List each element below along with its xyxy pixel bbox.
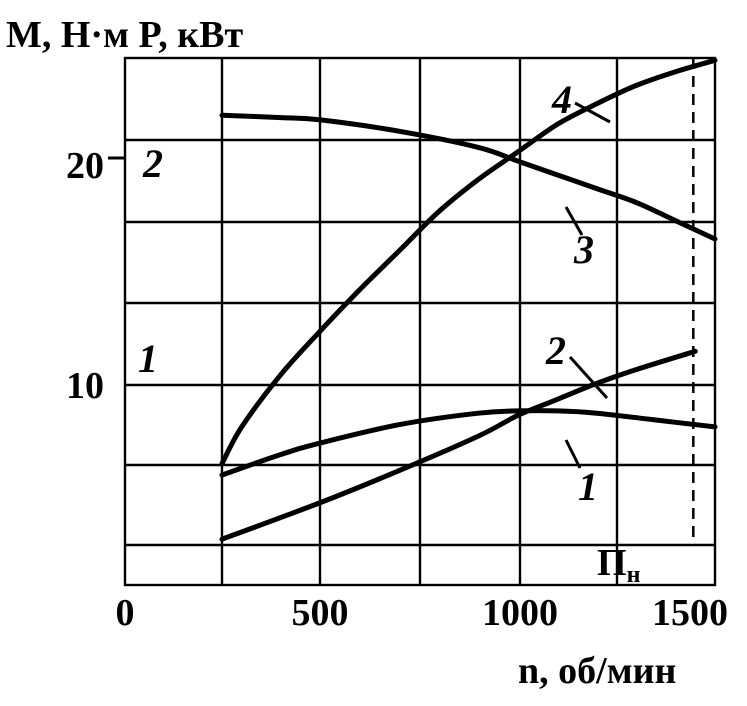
x-tick-label-1: 500 — [292, 592, 349, 634]
series-line-3 — [219, 112, 718, 242]
curves — [219, 57, 718, 542]
x-axis-label: n, об/мин — [518, 650, 676, 692]
scale-mark-1: 1 — [138, 336, 158, 381]
rated-speed-label: Пн — [597, 542, 641, 588]
leader-4 — [574, 101, 611, 124]
series-line-2 — [219, 348, 698, 542]
tick-labels: 0 500 1000 1500 10 20 1 2 — [66, 141, 728, 634]
grid — [123, 56, 717, 587]
x-tick-label-0: 0 — [116, 592, 135, 634]
y-tick-label-0: 10 — [66, 365, 104, 407]
leader-3 — [564, 206, 584, 236]
y-axis-label: M, Н·м P, кВт — [6, 14, 243, 56]
series-label-1: 1 — [578, 464, 598, 509]
curve-labels: 1 2 3 4 Пн — [545, 77, 641, 588]
y-tick-label-1: 20 — [66, 145, 104, 187]
x-tick-label-2: 1000 — [482, 592, 558, 634]
scale-mark-2: 2 — [142, 141, 163, 186]
leader-1 — [564, 439, 582, 469]
series-label-4: 4 — [551, 77, 572, 122]
series-line-4 — [219, 57, 718, 467]
series-line-1 — [219, 408, 718, 478]
series-label-2: 2 — [545, 328, 566, 373]
leader-2 — [568, 355, 609, 400]
series-label-3: 3 — [573, 227, 594, 272]
x-tick-label-3: 1500 — [652, 592, 728, 634]
